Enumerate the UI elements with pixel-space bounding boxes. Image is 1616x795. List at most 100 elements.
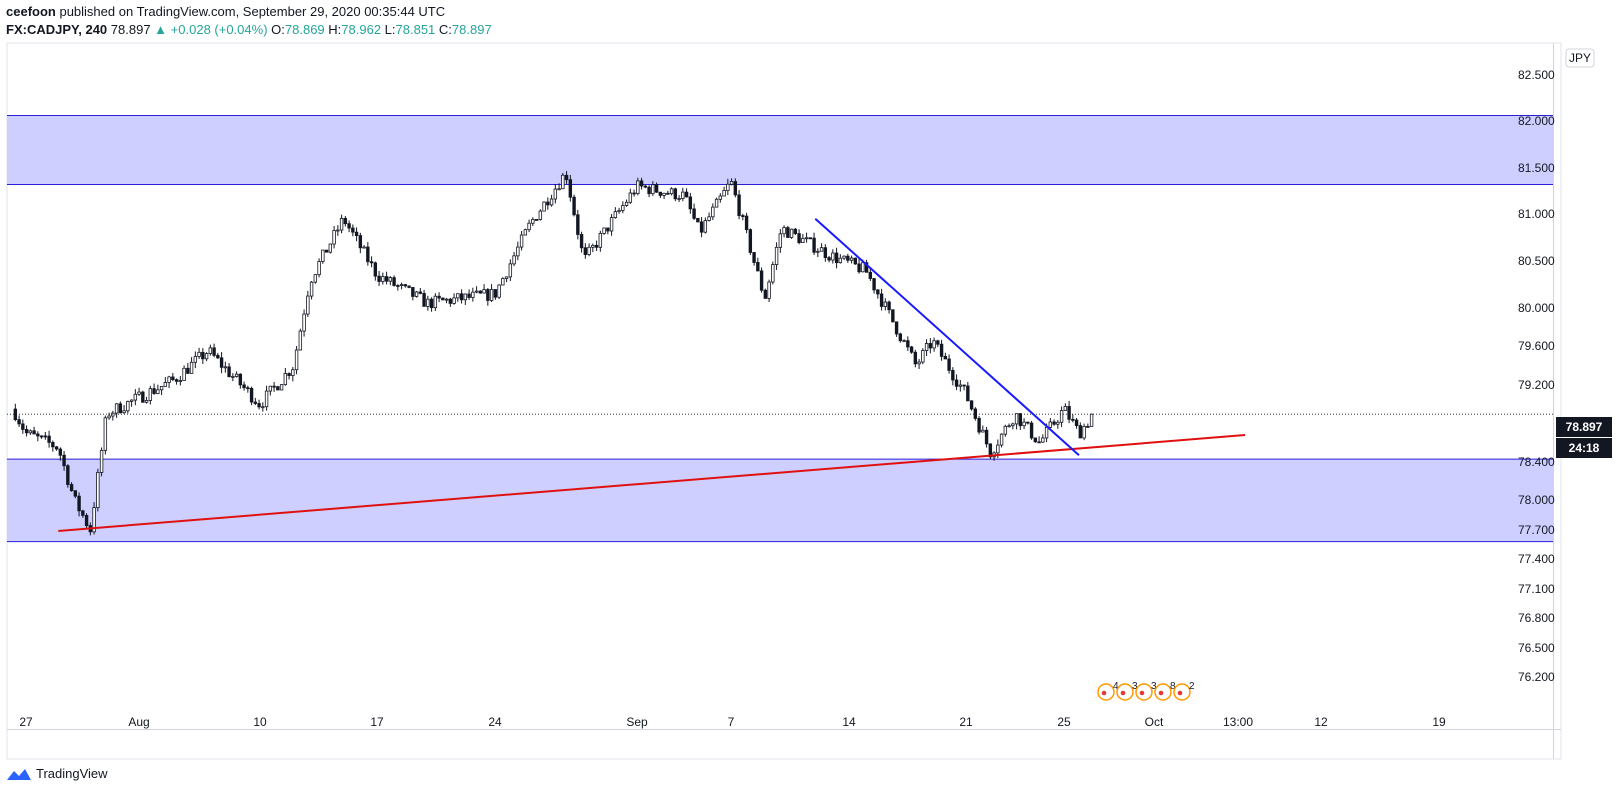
event-marker-ring-0 bbox=[1097, 683, 1115, 701]
candle-body-174 bbox=[666, 192, 670, 195]
candle-body-252 bbox=[958, 384, 963, 387]
event-marker-ring-3 bbox=[1154, 683, 1172, 701]
candle-body-102 bbox=[396, 285, 400, 287]
candle-body-209 bbox=[797, 233, 801, 243]
close-value: 78.897 bbox=[451, 22, 492, 37]
candle-body-218 bbox=[831, 252, 835, 261]
candle-body-9 bbox=[47, 435, 51, 443]
candle-body-155 bbox=[594, 244, 599, 248]
candle-body-105 bbox=[407, 285, 411, 288]
candle-body-249 bbox=[947, 358, 951, 371]
candle-body-166 bbox=[636, 180, 640, 194]
candle-body-206 bbox=[786, 227, 790, 238]
candle-body-204 bbox=[778, 233, 783, 248]
candle-body-275 bbox=[1044, 426, 1049, 439]
candle-body-69 bbox=[272, 385, 276, 388]
candle-body-193 bbox=[737, 194, 741, 216]
candle-body-16 bbox=[73, 490, 78, 497]
candle-body-110 bbox=[426, 298, 430, 307]
y-tick-label-6: 79.600 bbox=[1518, 339, 1555, 353]
candle-body-134 bbox=[516, 246, 520, 257]
candle-body-157 bbox=[602, 227, 606, 234]
candle-body-236 bbox=[898, 333, 903, 342]
candle-body-281 bbox=[1067, 406, 1071, 420]
candle-body-67 bbox=[264, 390, 269, 408]
candle-body-80 bbox=[313, 274, 318, 283]
x-tick-label-11: 13:00 bbox=[1223, 715, 1253, 729]
candle-body-165 bbox=[632, 192, 636, 195]
x-tick-label-6: 7 bbox=[728, 715, 735, 729]
candle-body-91 bbox=[354, 231, 359, 236]
y-tick-label-2: 81.500 bbox=[1518, 161, 1555, 175]
last-price-label: 78.897 bbox=[1566, 420, 1603, 434]
event-marker-count-2: 3 bbox=[1151, 681, 1157, 692]
candle-body-10 bbox=[51, 442, 55, 448]
candle-body-70 bbox=[276, 386, 280, 391]
candle-body-137 bbox=[527, 222, 531, 231]
candle-body-38 bbox=[156, 389, 160, 394]
candle-body-86 bbox=[336, 229, 340, 232]
currency-badge[interactable] bbox=[1565, 48, 1595, 68]
candle-body-231 bbox=[879, 293, 884, 307]
candle-body-285 bbox=[1082, 426, 1086, 439]
candle-body-79 bbox=[309, 281, 314, 297]
x-tick-label-12: 12 bbox=[1314, 715, 1328, 729]
candle-body-263 bbox=[999, 433, 1004, 446]
candle-body-116 bbox=[448, 298, 453, 304]
candle-body-151 bbox=[579, 234, 584, 249]
candle-body-66 bbox=[261, 406, 265, 409]
candle-body-12 bbox=[58, 448, 63, 456]
candle-body-176 bbox=[673, 188, 678, 200]
candle-body-57 bbox=[227, 366, 231, 378]
x-tick-label-4: 24 bbox=[488, 715, 502, 729]
candle-body-83 bbox=[324, 249, 329, 253]
y-tick-label-14: 76.500 bbox=[1518, 641, 1555, 655]
candle-body-44 bbox=[178, 380, 183, 382]
candle-body-54 bbox=[216, 354, 220, 359]
candle-body-117 bbox=[452, 297, 456, 304]
candle-body-242 bbox=[921, 350, 925, 363]
candle-body-168 bbox=[643, 185, 648, 188]
candle-body-7 bbox=[39, 435, 44, 438]
candle-body-40 bbox=[163, 382, 168, 387]
low-value: 78.851 bbox=[395, 22, 436, 37]
candle-body-100 bbox=[388, 277, 393, 282]
candle-body-103 bbox=[399, 284, 404, 286]
candle-body-251 bbox=[954, 379, 959, 387]
candle-body-154 bbox=[591, 244, 595, 248]
candle-body-3 bbox=[24, 429, 29, 434]
candle-body-267 bbox=[1014, 413, 1019, 425]
candle-body-181 bbox=[692, 208, 696, 219]
candle-body-277 bbox=[1052, 421, 1056, 425]
candle-body-17 bbox=[77, 495, 81, 512]
candle-body-254 bbox=[966, 385, 970, 402]
candle-body-6 bbox=[36, 433, 40, 437]
candle-body-33 bbox=[137, 391, 141, 395]
candle-body-107 bbox=[414, 291, 419, 297]
y-tick-label-11: 77.400 bbox=[1518, 552, 1555, 566]
x-tick-label-1: Aug bbox=[128, 715, 149, 729]
candle-body-186 bbox=[711, 206, 715, 218]
candle-body-220 bbox=[838, 257, 843, 264]
candle-body-37 bbox=[152, 388, 156, 394]
candle-body-211 bbox=[804, 237, 809, 240]
candle-body-108 bbox=[418, 291, 423, 294]
candle-body-266 bbox=[1011, 423, 1015, 427]
candle-body-244 bbox=[928, 343, 933, 349]
candle-body-198 bbox=[756, 262, 760, 272]
candle-body-106 bbox=[411, 287, 415, 297]
candle-body-199 bbox=[759, 270, 764, 291]
candle-body-47 bbox=[189, 361, 194, 374]
candle-body-23 bbox=[99, 449, 104, 473]
candle-body-82 bbox=[321, 249, 325, 262]
candle-body-139 bbox=[534, 219, 539, 221]
author-name[interactable]: ceefoon bbox=[6, 4, 56, 19]
close-label: C: bbox=[438, 22, 452, 37]
candle-body-179 bbox=[684, 191, 689, 198]
candle-body-203 bbox=[774, 246, 779, 265]
footer-brand[interactable]: TradingView bbox=[6, 766, 108, 781]
candle-body-68 bbox=[268, 385, 273, 392]
candle-body-76 bbox=[298, 330, 303, 351]
candle-body-258 bbox=[981, 429, 985, 433]
